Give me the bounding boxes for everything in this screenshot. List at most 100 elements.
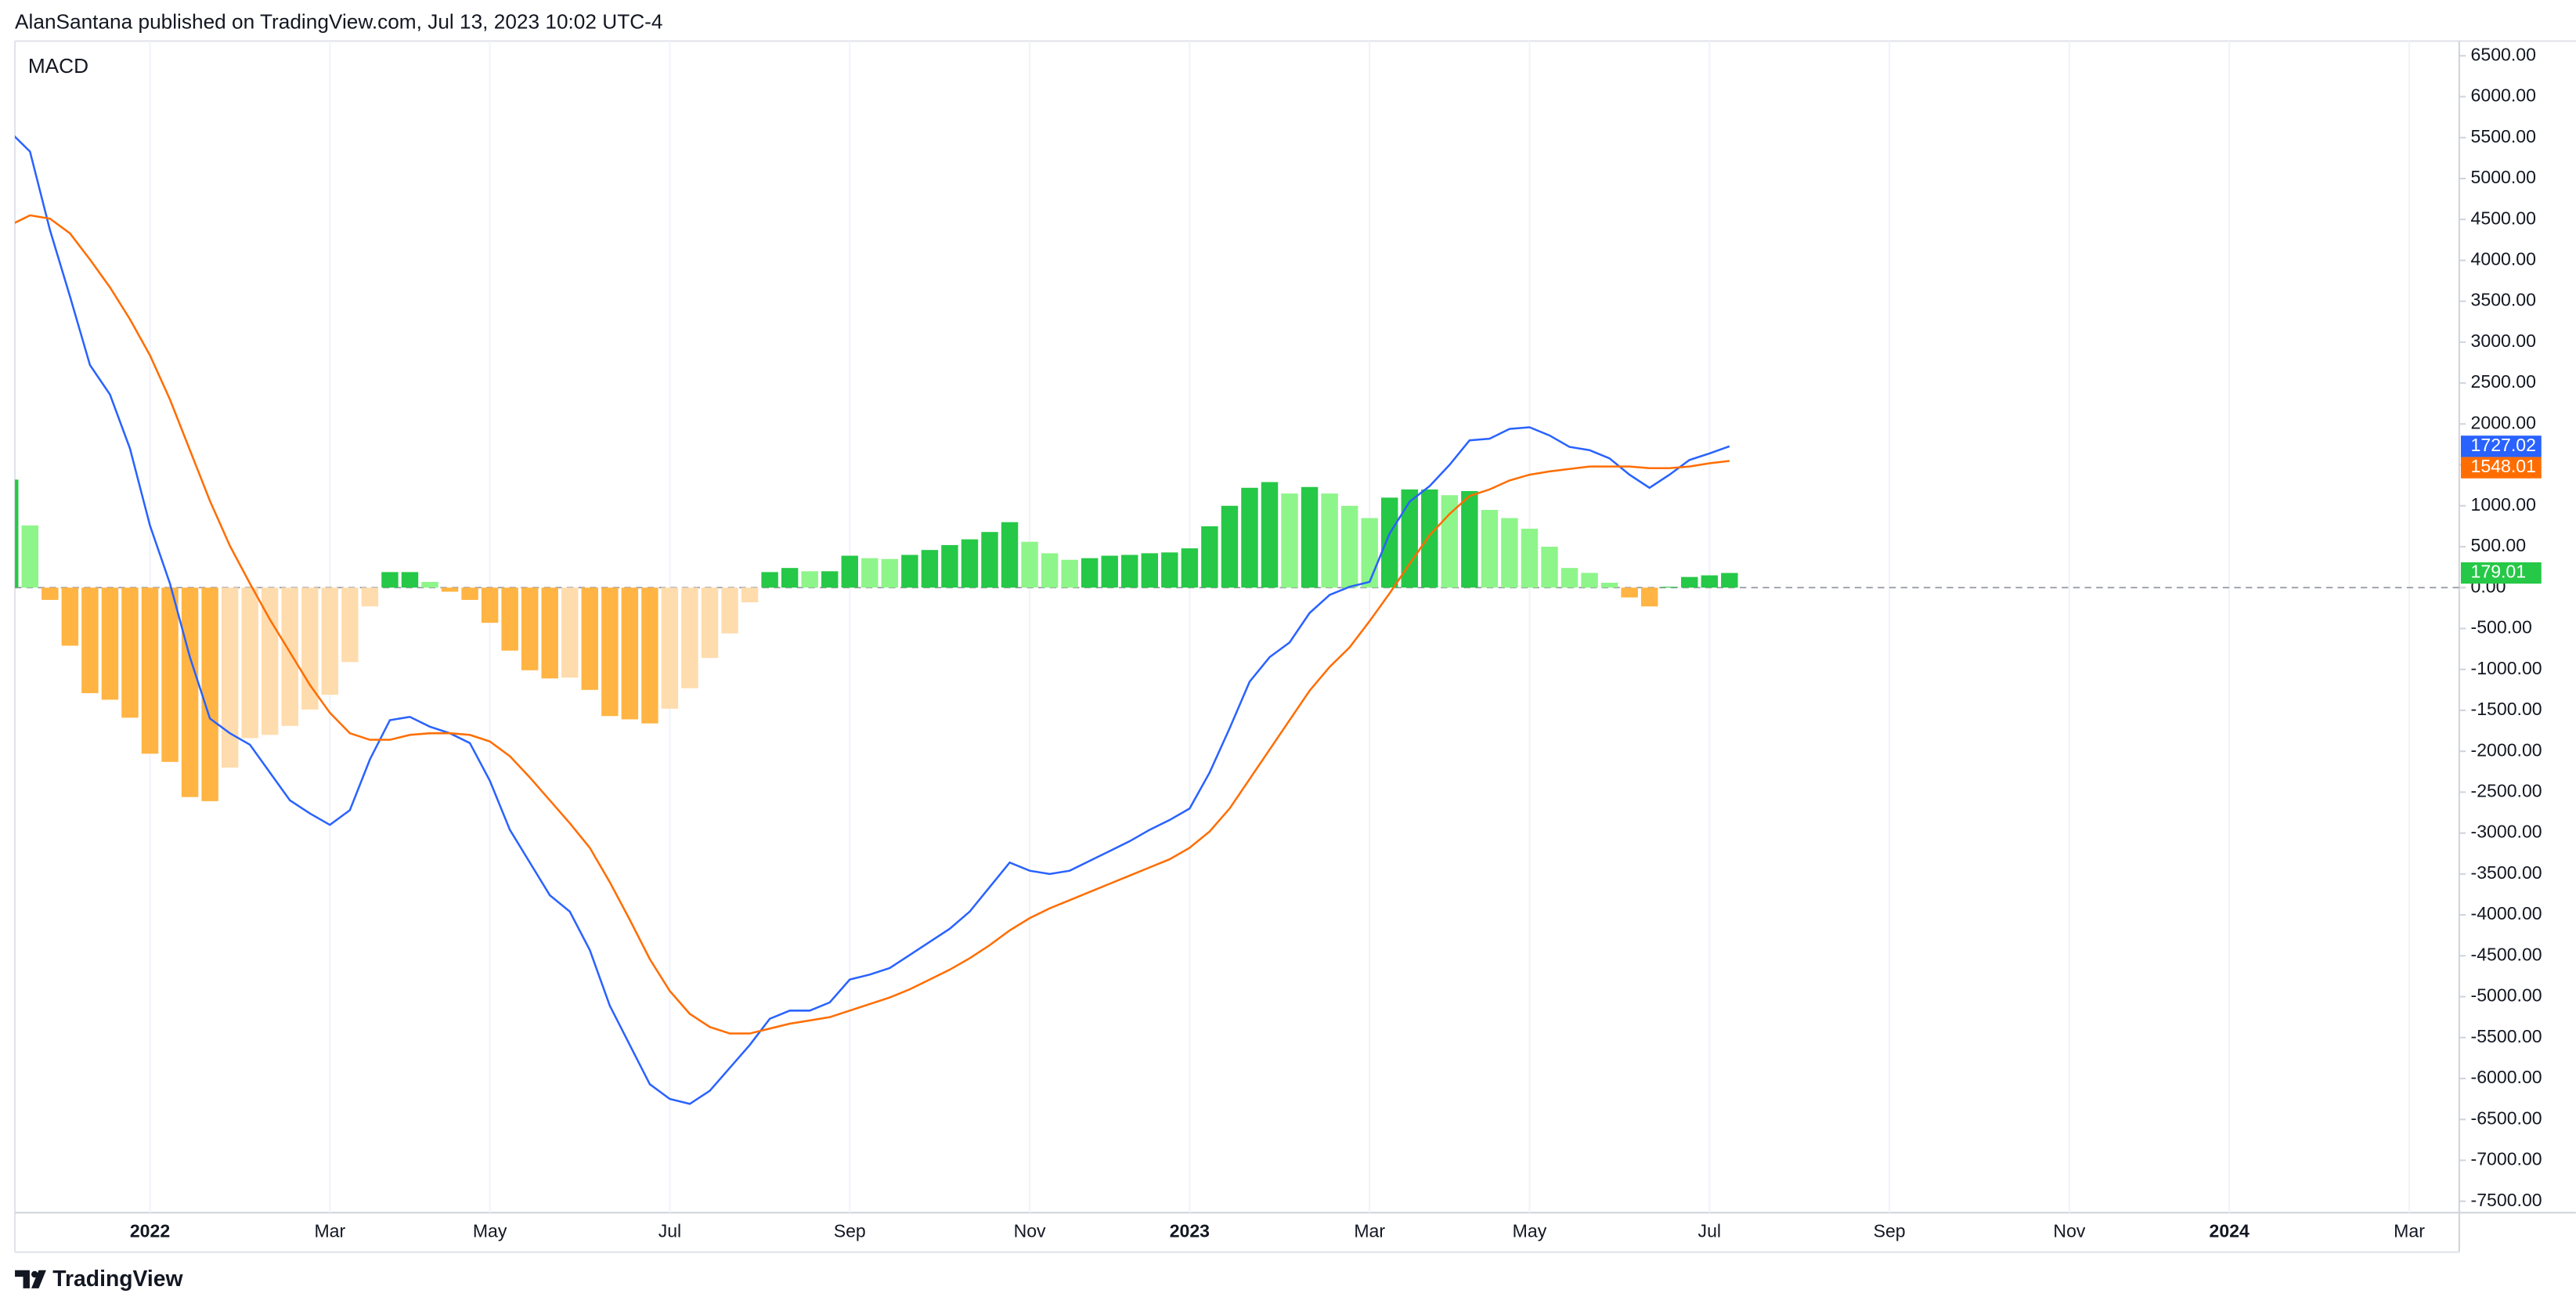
y-tick-label: 5500.00 [2471, 126, 2536, 146]
histogram-bar [1261, 482, 1279, 588]
histogram-bar [821, 571, 839, 588]
histogram-bar [1461, 490, 1478, 588]
header-text: AlanSantana published on TradingView.com… [15, 9, 662, 33]
histogram-bar [921, 550, 939, 588]
histogram-bar [1501, 518, 1518, 588]
last-value-box [2460, 457, 2542, 479]
histogram-bar [121, 587, 139, 718]
last-value-box [2460, 435, 2542, 457]
histogram-bar [381, 572, 399, 588]
y-tick-label: -4000.00 [2471, 903, 2542, 923]
histogram-bar [1681, 576, 1698, 588]
line-series [15, 214, 1730, 1035]
histogram-bar [1081, 558, 1099, 588]
y-tick-label: -5500.00 [2471, 1026, 2542, 1046]
histogram-bar [941, 544, 958, 588]
histogram-bar [1581, 573, 1598, 588]
x-tick-label: May [473, 1221, 507, 1241]
histogram-bar [481, 587, 499, 623]
y-tick-label: -6000.00 [2471, 1067, 2542, 1087]
histogram-bar [581, 587, 599, 690]
histogram-bar [21, 525, 39, 588]
y-tick-label: 3000.00 [2471, 331, 2536, 351]
histogram-bar [181, 587, 199, 797]
histogram-bar [621, 587, 639, 720]
histogram-bar [161, 587, 179, 762]
histogram-bar [1201, 526, 1218, 588]
x-tick-label: Mar [2394, 1221, 2425, 1241]
plot-area [15, 41, 2459, 1213]
histogram-bar [901, 555, 918, 588]
y-tick-label: 6500.00 [2471, 44, 2536, 64]
histogram-bar [521, 587, 539, 670]
histogram-bar [741, 587, 759, 603]
y-tick-label: -2000.00 [2471, 739, 2542, 760]
histogram-bar [1021, 541, 1038, 588]
histogram-bar [201, 587, 218, 801]
y-tick-label: -2500.00 [2471, 780, 2542, 800]
histogram-bar [661, 587, 679, 709]
histogram-bar [81, 587, 99, 693]
y-tick-label: 5000.00 [2471, 167, 2536, 187]
histogram-bar [601, 587, 619, 717]
histogram-bar [141, 587, 159, 754]
histogram-bar [1221, 505, 1239, 588]
line-series [15, 135, 1730, 1105]
x-tick-label: Jul [658, 1221, 681, 1241]
histogram-bar [1560, 568, 1578, 588]
brand-name: TradingView [52, 1266, 183, 1292]
histogram-bar [501, 587, 518, 651]
histogram-bar [561, 587, 579, 678]
histogram-bar [61, 587, 79, 646]
histogram-bar [641, 587, 658, 724]
histogram-bar [1001, 522, 1019, 588]
histogram-bar [721, 587, 738, 634]
logo-icon [15, 1270, 46, 1288]
x-tick-label: 2024 [2210, 1221, 2249, 1241]
x-tick-label: 2022 [130, 1221, 170, 1241]
y-tick-label: 4000.00 [2471, 248, 2536, 269]
histogram-bar [1421, 489, 1438, 588]
histogram-bar [221, 587, 239, 768]
y-tick-label: -3000.00 [2471, 822, 2542, 842]
histogram-bar [401, 572, 419, 588]
histogram-bar [1101, 555, 1118, 588]
histogram-bar [421, 581, 438, 588]
histogram-bar [1600, 582, 1618, 588]
histogram-bar [1181, 548, 1199, 588]
histogram-bar [541, 587, 558, 679]
histogram-bar [1361, 518, 1378, 588]
y-tick-label: -6500.00 [2471, 1107, 2542, 1128]
histogram-bar [841, 555, 858, 588]
y-tick-label: 2500.00 [2471, 371, 2536, 392]
histogram-bar [241, 587, 258, 739]
histogram-bar [321, 587, 339, 696]
histogram-bar [1041, 553, 1059, 588]
histogram-bar [1301, 486, 1319, 588]
x-tick-label: Nov [2053, 1221, 2085, 1241]
y-tick-label: 6000.00 [2471, 85, 2536, 106]
y-tick-label: -3500.00 [2471, 862, 2542, 883]
indicator-title: MACD [28, 54, 88, 78]
histogram-bar [1481, 510, 1499, 588]
histogram-bar [1241, 487, 1258, 588]
histogram-bar [1401, 489, 1418, 588]
y-tick-label: -4500.00 [2471, 944, 2542, 964]
last-value-label: 179.01 [2471, 562, 2527, 582]
last-value-box [2460, 562, 2542, 584]
histogram-bar [1161, 552, 1178, 588]
histogram-bar [101, 587, 119, 700]
histogram-bar [262, 587, 279, 735]
histogram-bar [1541, 547, 1558, 588]
histogram-bar [341, 587, 359, 663]
histogram-bar [461, 587, 478, 600]
histogram-bar [1640, 587, 1658, 607]
x-tick-label: 2023 [1170, 1221, 1210, 1241]
y-tick-label: 1000.00 [2471, 494, 2536, 515]
histogram-bar [1521, 529, 1539, 588]
histogram-bar [15, 479, 19, 588]
y-tick-label: -7500.00 [2471, 1190, 2542, 1210]
y-tick-label: -1000.00 [2471, 658, 2542, 678]
